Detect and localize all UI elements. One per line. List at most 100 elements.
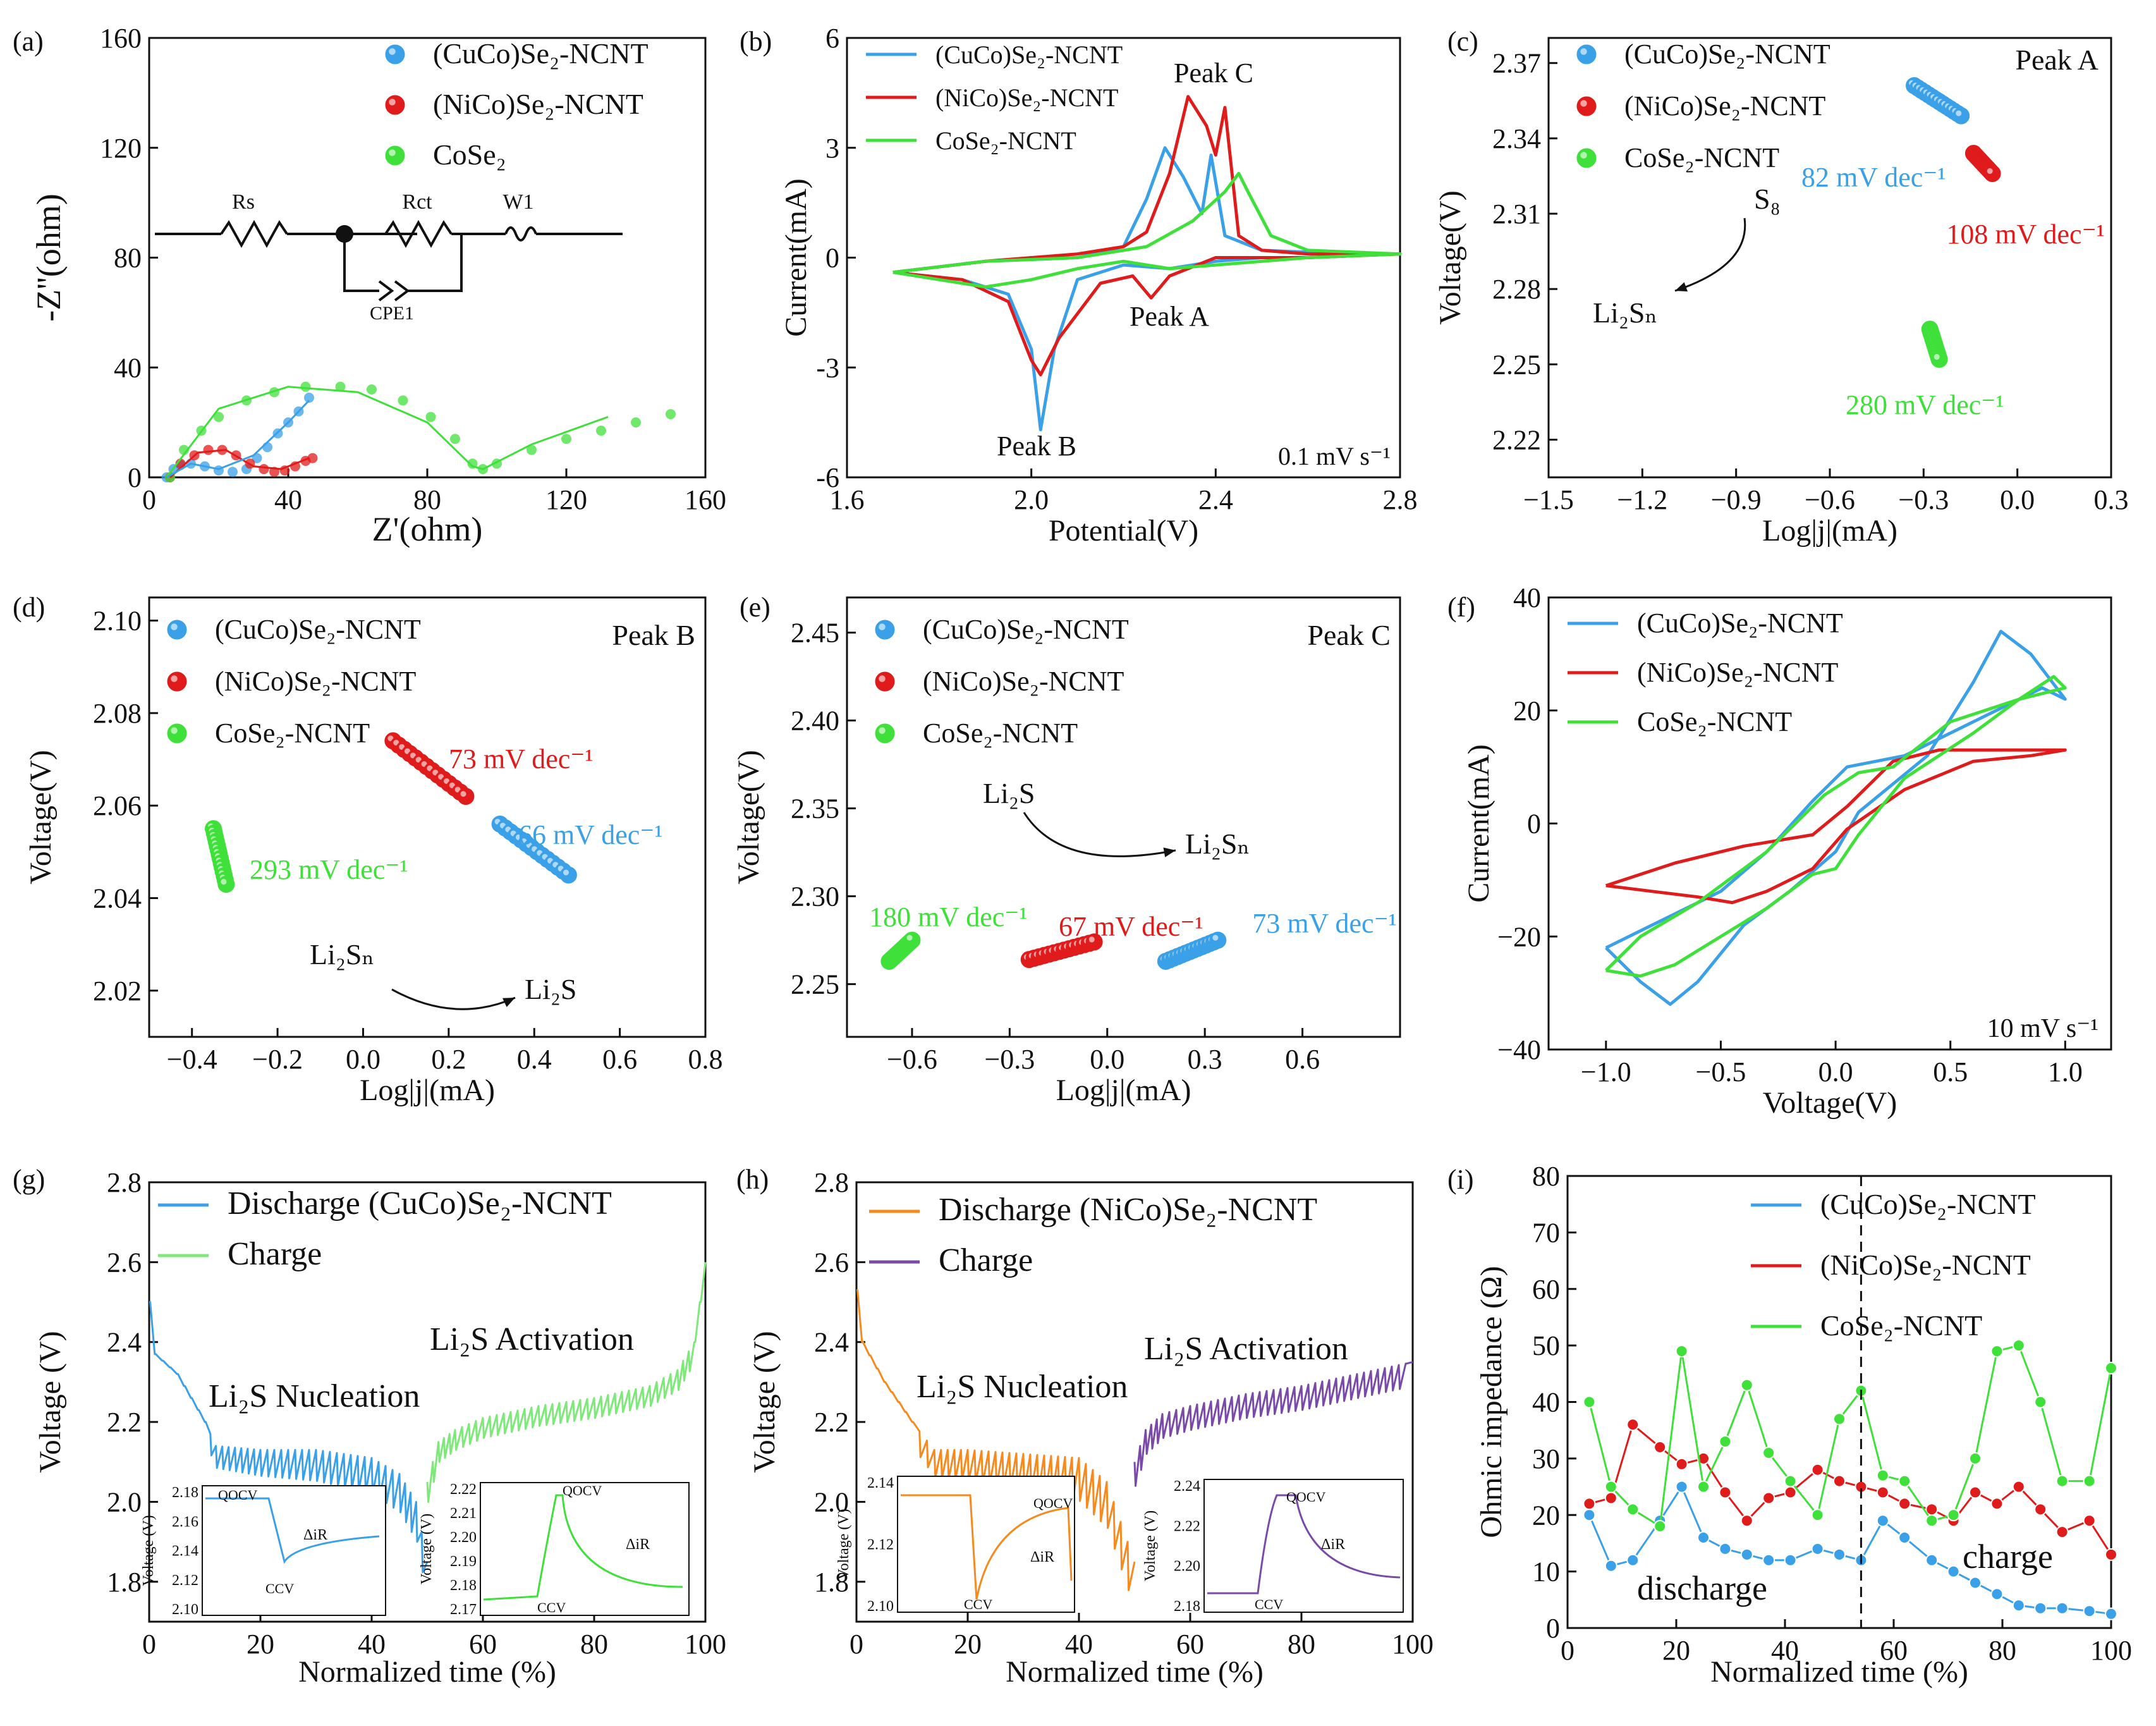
legend-marker bbox=[385, 145, 405, 166]
inset-frame bbox=[1203, 1479, 1404, 1613]
panel-label: (c) bbox=[1447, 26, 1478, 57]
resistor-rct bbox=[384, 219, 453, 248]
y-axis-label: Current(mA) bbox=[1462, 744, 1495, 903]
legend-label: CoSe₂-NCNT bbox=[1624, 142, 1779, 173]
y-tick-label: 2.25 bbox=[791, 969, 839, 1000]
inset-tick-label: 2.14 bbox=[172, 1543, 198, 1560]
legend-marker bbox=[167, 723, 187, 744]
x-tick-label: 0.5 bbox=[1933, 1056, 1968, 1087]
x-axis-label: Z'(ohm) bbox=[372, 510, 483, 548]
y-tick-label: 2.0 bbox=[107, 1486, 142, 1517]
annotation: Li₂S Activation bbox=[1144, 1331, 1348, 1367]
y-tick-label: 0 bbox=[128, 462, 142, 493]
legend-marker bbox=[1576, 96, 1597, 116]
point-highlight bbox=[389, 99, 396, 106]
x-tick-label: 1.6 bbox=[830, 484, 865, 515]
panel-label: (a) bbox=[13, 26, 44, 57]
data-point bbox=[1833, 1548, 1846, 1561]
data-point bbox=[2083, 1605, 2096, 1618]
slope-label: 293 mV dec⁻¹ bbox=[250, 854, 408, 885]
data-point bbox=[457, 788, 475, 805]
slope-label: 82 mV dec⁻¹ bbox=[1801, 162, 1946, 193]
data-point bbox=[1762, 1553, 1775, 1567]
y-tick-label: 2.35 bbox=[791, 793, 839, 824]
data-point bbox=[1654, 1441, 1667, 1454]
inset-tick-label: 2.19 bbox=[450, 1553, 477, 1570]
data-point bbox=[561, 434, 571, 444]
x-tick-label: −0.5 bbox=[1696, 1056, 1746, 1087]
y-axis-label: Voltage (V) bbox=[33, 1331, 67, 1472]
legend-label: CoSe₂ bbox=[433, 138, 506, 171]
annotation: Li₂S Nucleation bbox=[917, 1369, 1128, 1405]
slope-label: 180 mV dec⁻¹ bbox=[869, 902, 1028, 933]
x-tick-label: −0.3 bbox=[1898, 484, 1949, 515]
y-tick-label: 30 bbox=[1532, 1443, 1560, 1474]
inset-label: CCV bbox=[964, 1596, 992, 1612]
legend-label: (CuCo)Se₂-NCNT bbox=[923, 614, 1129, 645]
y-tick-label: 2.40 bbox=[791, 706, 839, 737]
inset-curve bbox=[483, 1494, 683, 1601]
y-tick-label: 20 bbox=[1513, 695, 1541, 726]
data-point bbox=[228, 467, 238, 477]
panel-d: −0.4 −0.2 0.0 0.2 0.4 0.6 0.8 2.02 2.04 2.06 2.08 2… bbox=[13, 592, 723, 1107]
data-point bbox=[1833, 1474, 1846, 1488]
y-tick-label: 1.8 bbox=[107, 1567, 142, 1598]
legend-label: (NiCo)Se₂-NCNT bbox=[215, 666, 417, 697]
panel-label: (h) bbox=[736, 1164, 769, 1195]
panel-label: (d) bbox=[13, 592, 45, 623]
inset-axis-label: Voltage (V) bbox=[418, 1514, 435, 1584]
panel-g: 0 20 40 60 80 100 1.8 2.0 2.2 2.4 2.6 2.8 Normalized… bbox=[13, 1164, 726, 1689]
data-point bbox=[666, 409, 676, 420]
x-tick-label: 0.3 bbox=[1188, 1044, 1222, 1075]
point-highlight bbox=[1580, 48, 1587, 55]
point-highlight bbox=[1987, 168, 1993, 174]
data-point bbox=[903, 931, 921, 949]
data-point bbox=[1626, 1553, 1640, 1567]
y-tick-label: 2.22 bbox=[1492, 424, 1541, 455]
y-tick-label: 160 bbox=[100, 23, 142, 54]
legend-marker bbox=[875, 671, 895, 692]
reaction-label: Li₂Sₙ bbox=[1185, 828, 1250, 860]
x-tick-label: 0.0 bbox=[1090, 1044, 1124, 1075]
annotation: Li₂S Nucleation bbox=[209, 1378, 420, 1414]
panel-e: −0.6 −0.3 0.0 0.3 0.6 2.25 2.30 2.35 2.40 2.45 Log… bbox=[732, 592, 1401, 1107]
fit-line bbox=[169, 449, 310, 479]
data-point bbox=[2056, 1601, 2069, 1615]
data-point bbox=[1947, 1509, 1960, 1522]
legend-label: CoSe₂-NCNT bbox=[215, 718, 370, 749]
inset-tick-label: 2.12 bbox=[172, 1572, 198, 1589]
legend-label: (NiCo)Se₂-NCNT bbox=[1820, 1249, 2031, 1281]
data-point bbox=[2012, 1599, 2025, 1612]
legend-marker bbox=[167, 620, 187, 640]
inset-tick-label: 2.22 bbox=[450, 1481, 477, 1498]
x-tick-label: 80 bbox=[1989, 1635, 2016, 1666]
y-tick-label: 2.34 bbox=[1492, 123, 1541, 154]
circuit-label: Rct bbox=[402, 190, 432, 214]
y-tick-label: 10 bbox=[1532, 1557, 1560, 1588]
legend-marker bbox=[875, 723, 895, 744]
data-point bbox=[2083, 1474, 2096, 1488]
y-tick-label: 6 bbox=[825, 23, 839, 54]
data-point bbox=[398, 395, 408, 406]
data-point bbox=[259, 463, 269, 474]
peak-label: Peak B bbox=[612, 619, 695, 651]
data-point bbox=[1719, 1435, 1732, 1448]
inset-label: QOCV bbox=[563, 1483, 602, 1498]
data-point bbox=[1947, 1565, 1960, 1578]
x-tick-label: 60 bbox=[1176, 1629, 1204, 1660]
circuit-wire bbox=[408, 234, 463, 292]
x-tick-label: 20 bbox=[247, 1629, 274, 1660]
circuit-label: Rs bbox=[232, 190, 255, 214]
x-tick-label: 0.6 bbox=[602, 1044, 637, 1075]
data-point bbox=[2034, 1395, 2047, 1409]
inset-label: ΔiR bbox=[303, 1527, 327, 1543]
data-point bbox=[1925, 1553, 1939, 1567]
data-point bbox=[1990, 1497, 2004, 1510]
x-tick-label: 20 bbox=[1662, 1635, 1690, 1666]
fit-line bbox=[166, 400, 310, 479]
data-point bbox=[304, 393, 314, 403]
x-tick-label: 60 bbox=[469, 1629, 497, 1660]
series-line bbox=[1133, 1361, 1413, 1487]
plot-frame bbox=[148, 1181, 707, 1623]
annotation: discharge bbox=[1637, 1569, 1767, 1607]
